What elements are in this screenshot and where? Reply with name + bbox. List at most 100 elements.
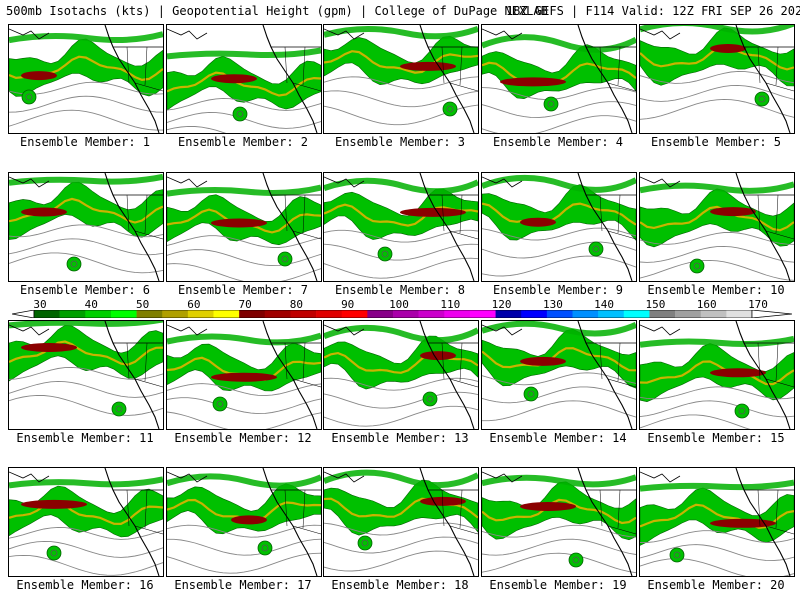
height-contour	[640, 98, 794, 120]
cutoff-low-contour	[261, 544, 269, 552]
isotach-map-svg	[167, 321, 321, 429]
colorbar-tick-label: 70	[238, 298, 252, 311]
cutoff-low-contour	[446, 105, 454, 113]
isotach-map-svg	[167, 468, 321, 576]
state-borders	[126, 489, 148, 529]
height-contour	[640, 259, 794, 281]
upper-jet-streak	[640, 181, 794, 194]
cutoff-low-contour	[673, 551, 681, 559]
cutoff-low-contour	[70, 260, 78, 268]
cutoff-low-contour	[115, 405, 123, 413]
height-contour	[167, 97, 321, 111]
ensemble-member-label: Ensemble Member: 7	[177, 283, 309, 297]
colorbar-swatch	[316, 310, 343, 318]
height-contour	[640, 231, 794, 245]
height-contour	[482, 400, 636, 422]
colorbar-swatch	[444, 310, 471, 318]
ensemble-panel-map	[166, 320, 322, 430]
colorbar-left-arrow	[12, 310, 35, 318]
coastline	[104, 321, 160, 429]
cutoff-low-winds	[734, 403, 750, 419]
colorbar-swatch	[290, 310, 317, 318]
ensemble-panel-map	[639, 172, 795, 282]
state-borders	[441, 46, 463, 86]
us-mexico-border	[765, 525, 794, 535]
us-mexico-border	[765, 82, 794, 92]
jet-max-core	[710, 207, 756, 217]
colorbar-swatch	[572, 310, 599, 318]
height-contour	[167, 397, 321, 415]
ensemble-member-label: Ensemble Member: 17	[174, 578, 312, 592]
colorbar-swatch	[598, 310, 625, 318]
asia-coastline	[167, 176, 208, 188]
state-borders	[757, 194, 779, 234]
colorbar-swatch	[85, 310, 112, 318]
map-header: 500mb Isotachs (kts) | Geopotential Heig…	[6, 4, 800, 22]
colorbar-right-arrow	[751, 310, 792, 318]
state-borders	[126, 342, 148, 382]
colorbar-swatch	[495, 310, 522, 318]
jet-stream-band	[167, 483, 321, 535]
cutoff-low-winds	[277, 251, 293, 267]
height-contour	[324, 522, 478, 536]
asia-coastline	[167, 471, 208, 483]
jet-stream-band	[324, 335, 478, 390]
coastline	[104, 173, 160, 281]
asia-coastline	[9, 324, 50, 336]
cutoff-low-contour	[426, 395, 434, 403]
colorbar-swatch	[649, 310, 676, 318]
height-contour	[482, 241, 636, 259]
height-contour	[324, 391, 478, 409]
cutoff-low-winds	[588, 241, 604, 257]
upper-jet-streak	[9, 476, 163, 489]
ensemble-panel-map	[481, 467, 637, 577]
isotach-map-svg	[167, 25, 321, 133]
us-mexico-border	[449, 230, 478, 240]
height-contour	[9, 540, 163, 558]
height-contour	[167, 125, 227, 133]
state-borders	[284, 46, 306, 86]
cutoff-low-winds	[689, 258, 705, 274]
height-contour	[640, 414, 751, 429]
state-borders	[441, 342, 463, 382]
jet-max-core	[211, 372, 277, 382]
coastline	[419, 321, 475, 429]
colorbar-swatch	[675, 310, 702, 318]
coastline	[262, 173, 318, 281]
height-contour	[482, 524, 636, 538]
upper-jet-streak	[482, 474, 636, 488]
us-mexico-border	[449, 378, 478, 388]
height-contour	[640, 84, 794, 102]
ensemble-panel-map	[639, 467, 795, 577]
jet-max-core	[520, 502, 576, 511]
jet-max-core	[21, 343, 77, 352]
height-contour	[9, 394, 163, 416]
height-contour	[324, 536, 478, 554]
ensemble-member-label: Ensemble Member: 4	[492, 135, 624, 149]
jet-max-core	[400, 207, 466, 217]
isotach-map-svg	[482, 173, 636, 281]
asia-coastline	[324, 471, 365, 483]
us-mexico-border	[134, 230, 163, 240]
coastline	[735, 25, 791, 133]
upper-jet-streak	[9, 31, 163, 44]
upper-jet-streak	[324, 324, 478, 344]
asia-coastline	[167, 28, 208, 40]
isotach-map-svg	[640, 321, 794, 429]
jet-core-70kt	[482, 498, 636, 525]
jet-max-core	[420, 351, 456, 361]
coastline	[577, 321, 633, 429]
cutoff-low-winds	[442, 101, 458, 117]
isotach-map-svg	[9, 173, 163, 281]
ensemble-member-label: Ensemble Member: 9	[492, 283, 624, 297]
ensemble-member-label: Ensemble Member: 3	[334, 135, 466, 149]
us-mexico-border	[765, 230, 794, 240]
isotach-map-svg	[324, 321, 478, 429]
cutoff-low-winds	[212, 396, 228, 412]
asia-coastline	[482, 324, 523, 336]
colorbar-tick-label: 170	[748, 298, 768, 311]
ensemble-panel-map	[323, 467, 479, 577]
height-contour	[167, 524, 321, 538]
asia-coastline	[9, 176, 50, 188]
height-contour	[9, 95, 163, 113]
